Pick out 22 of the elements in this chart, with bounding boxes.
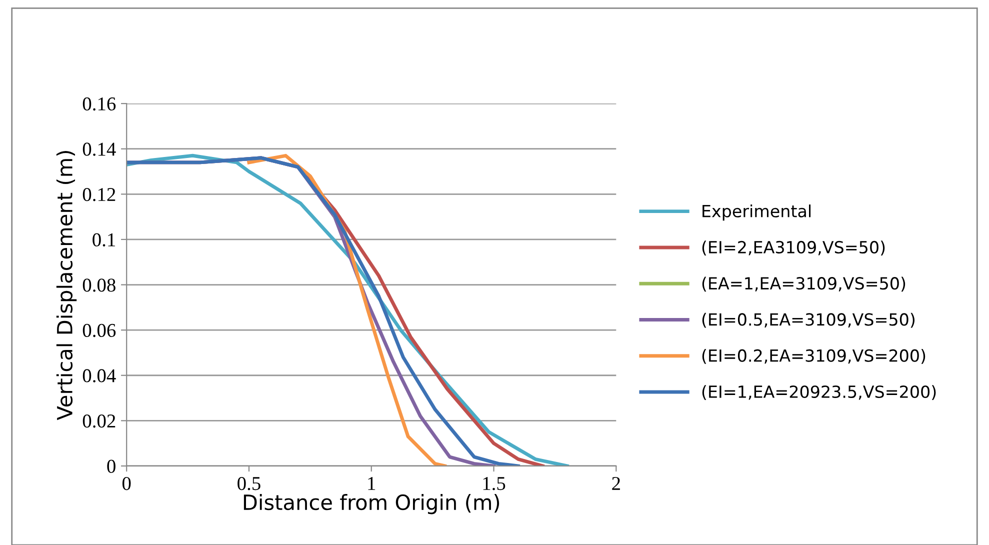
x-tick-label: 1.5: [483, 477, 506, 490]
y-tick-label: 0.14: [82, 142, 116, 156]
y-axis-title: Vertical Displacement (m): [56, 151, 77, 420]
y-tick-label: 0.12: [82, 188, 116, 202]
legend-label: (EI=0.5,EA=3109,VS=50): [702, 312, 914, 328]
y-tick-label: 0.04: [82, 369, 116, 382]
legend-label: (EA=1,EA=3109,VS=50): [702, 276, 906, 292]
x-tick-label: 1: [368, 477, 376, 490]
y-tick-label: 0.08: [82, 278, 116, 292]
y-tick-label: 0.1: [92, 233, 116, 246]
legend-label: (EI=1,EA=20923.5,VS=200): [702, 385, 936, 400]
x-tick-label: 0.5: [238, 476, 260, 490]
legend-label: Experimental: [702, 204, 811, 221]
y-tick-label: 0.16: [82, 97, 116, 111]
x-axis-title: Distance from Origin (m): [244, 494, 500, 514]
y-tick-label: 0.02: [82, 414, 116, 428]
y-tick-label: 0.06: [82, 324, 116, 338]
x-tick-label: 2: [612, 477, 620, 490]
y-tick-label: 0: [107, 460, 116, 473]
x-tick-label: 0: [122, 476, 131, 490]
legend-label: (EI=0.2,EA=3109,VS=200): [702, 349, 926, 364]
legend-label: (EI=2,EA3109,VS=50): [702, 240, 885, 256]
